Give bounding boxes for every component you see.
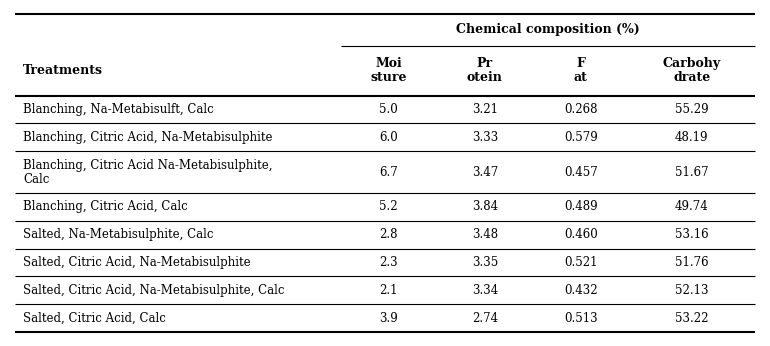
Text: 3.34: 3.34 [472,284,498,297]
Text: 6.0: 6.0 [380,131,398,144]
Text: Blanching, Citric Acid, Na-Metabisulphite: Blanching, Citric Acid, Na-Metabisulphit… [23,131,273,144]
Text: 53.16: 53.16 [675,228,708,241]
Text: Salted, Citric Acid, Calc: Salted, Citric Acid, Calc [23,312,166,325]
Text: 3.21: 3.21 [472,103,497,116]
Text: Carbohy
drate: Carbohy drate [663,57,721,84]
Text: 49.74: 49.74 [675,200,708,213]
Text: Salted, Citric Acid, Na-Metabisulphite: Salted, Citric Acid, Na-Metabisulphite [23,256,251,269]
Text: 5.0: 5.0 [380,103,398,116]
Text: 53.22: 53.22 [675,312,708,325]
Text: 0.521: 0.521 [564,256,598,269]
Text: Blanching, Citric Acid Na-Metabisulphite,
Calc: Blanching, Citric Acid Na-Metabisulphite… [23,158,273,185]
Text: 2.8: 2.8 [380,228,398,241]
Text: F
at: F at [574,57,588,84]
Text: 51.67: 51.67 [675,165,708,179]
Text: 3.47: 3.47 [472,165,498,179]
Text: Salted, Na-Metabisulphite, Calc: Salted, Na-Metabisulphite, Calc [23,228,213,241]
Text: 2.74: 2.74 [472,312,498,325]
Text: 0.268: 0.268 [564,103,598,116]
Text: 0.457: 0.457 [564,165,598,179]
Text: Salted, Citric Acid, Na-Metabisulphite, Calc: Salted, Citric Acid, Na-Metabisulphite, … [23,284,285,297]
Text: 5.2: 5.2 [380,200,398,213]
Text: 55.29: 55.29 [675,103,708,116]
Text: 3.33: 3.33 [472,131,498,144]
Text: 3.9: 3.9 [380,312,398,325]
Text: Moi
sture: Moi sture [370,57,407,84]
Text: 6.7: 6.7 [380,165,398,179]
Text: Treatments: Treatments [23,64,103,77]
Text: 48.19: 48.19 [675,131,708,144]
Text: 3.35: 3.35 [472,256,498,269]
Text: Blanching, Na-Metabisulft, Calc: Blanching, Na-Metabisulft, Calc [23,103,214,116]
Text: 0.432: 0.432 [564,284,598,297]
Text: 2.3: 2.3 [380,256,398,269]
Text: 0.460: 0.460 [564,228,598,241]
Text: 0.579: 0.579 [564,131,598,144]
Text: Blanching, Citric Acid, Calc: Blanching, Citric Acid, Calc [23,200,188,213]
Text: 3.48: 3.48 [472,228,498,241]
Text: Pr
otein: Pr otein [467,57,503,84]
Text: Chemical composition (%): Chemical composition (%) [456,23,640,36]
Text: 3.84: 3.84 [472,200,498,213]
Text: 2.1: 2.1 [380,284,398,297]
Text: 0.489: 0.489 [564,200,598,213]
Text: 0.513: 0.513 [564,312,598,325]
Text: 51.76: 51.76 [675,256,708,269]
Text: 52.13: 52.13 [675,284,708,297]
